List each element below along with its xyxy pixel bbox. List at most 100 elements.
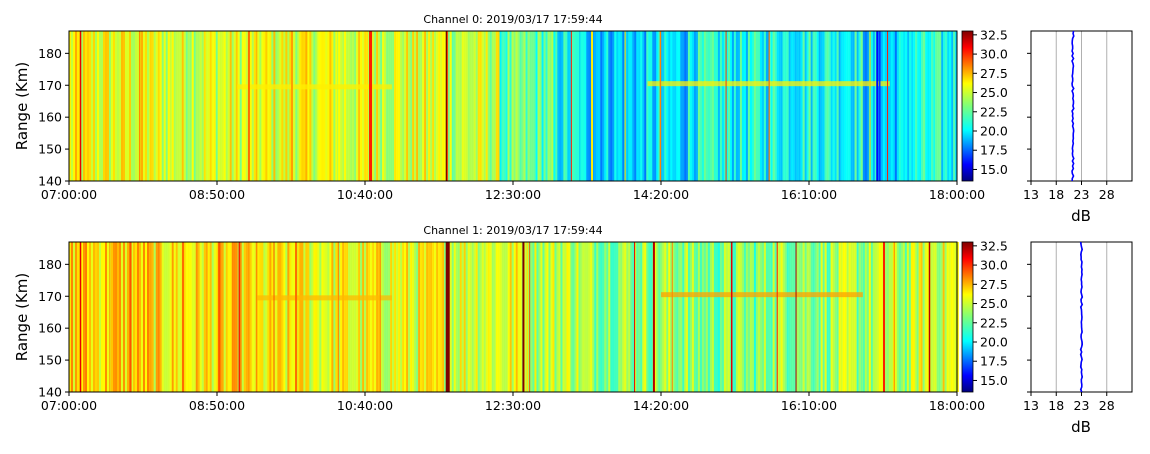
heatmap-segment [768,242,865,392]
interference-stripe [109,242,111,392]
colorbar-tick: 27.5 [973,277,1008,292]
svg-text:27.5: 27.5 [980,66,1008,81]
svg-text:15.0: 15.0 [980,373,1008,388]
heatmap-segment [862,242,918,392]
heatmap-segment [526,242,581,392]
channel-1-title: Channel 1: 2019/03/17 17:59:44 [423,224,602,237]
interference-stripe [887,31,889,181]
svg-text:28: 28 [1099,398,1115,413]
heatmap-segment [257,31,340,181]
x-tick: 14:20:00 [633,181,689,202]
svg-text:18: 18 [1048,187,1064,202]
interference-stripe [671,242,673,392]
interference-stripe [776,242,778,392]
svg-text:160: 160 [38,321,62,336]
channel-0-y-axis: 140 150 160 170 180 [38,46,69,189]
svg-text:07:00:00: 07:00:00 [41,398,97,413]
svg-text:32.5: 32.5 [980,238,1008,253]
colorbar-tick: 20.0 [973,335,1008,350]
y-tick: 160 [38,321,69,336]
profile-line [1079,241,1084,393]
interference-stripe [295,242,298,392]
echo-band [237,84,392,90]
heatmap-segment [553,31,582,181]
channel-1-ylabel: Range (Km) [13,273,31,361]
colorbar-tick: 30.0 [973,47,1008,62]
channel-0-profile-xlabel: dB [1071,207,1091,225]
y-tick: 140 [38,385,69,400]
interference-stripe [768,31,770,181]
svg-text:22.5: 22.5 [980,104,1008,119]
svg-text:15.0: 15.0 [980,162,1008,177]
svg-text:23: 23 [1074,187,1090,202]
heatmap-segment [69,31,152,181]
interference-stripe [883,242,885,392]
interference-stripe [795,242,797,392]
svg-text:27.5: 27.5 [980,277,1008,292]
interference-stripe [447,31,449,181]
heatmap-segment [687,31,771,181]
heatmap-segment [338,242,447,392]
colorbar-tick: 22.5 [973,104,1008,119]
svg-text:25.0: 25.0 [980,296,1008,311]
interference-stripe [247,31,250,181]
profile-x-tick: 13 [1023,181,1039,202]
channel-0-ylabel: Range (Km) [13,62,31,150]
x-tick: 18:00:00 [929,181,985,202]
channel-1-panel: Channel 1: 2019/03/17 17:59:44 Range (Km… [13,224,1133,436]
profile-x-tick: 18 [1048,392,1064,413]
colorbar-tick: 17.5 [973,354,1008,369]
interference-stripe [659,31,662,181]
svg-text:08:50:00: 08:50:00 [189,187,245,202]
svg-text:16:10:00: 16:10:00 [781,398,837,413]
heatmap-segment [338,31,447,181]
interference-stripe [652,242,655,392]
interference-stripe [730,242,733,392]
x-tick: 16:10:00 [781,392,837,413]
colorbar-tick: 27.5 [973,66,1008,81]
svg-text:180: 180 [38,46,62,61]
heatmap-segment [499,31,554,181]
colorbar-tick: 17.5 [973,143,1008,158]
svg-text:08:50:00: 08:50:00 [189,398,245,413]
svg-text:140: 140 [38,174,62,189]
colorbar-tick: 30.0 [973,258,1008,273]
echo-band [661,292,863,298]
colorbar-tick: 32.5 [973,238,1008,253]
profile-line [1071,30,1075,182]
profile-x-tick: 23 [1074,392,1090,413]
svg-text:160: 160 [38,110,62,125]
y-tick: 180 [38,257,69,272]
interference-stripe [369,31,373,181]
x-tick: 07:00:00 [41,392,97,413]
channel-0-panel: Channel 0: 2019/03/17 17:59:44 Range (Km… [13,13,1133,225]
interference-stripe [291,31,293,181]
heatmap-segment [916,242,959,392]
interference-stripe [218,242,221,392]
y-tick: 150 [38,142,69,157]
svg-text:10:40:00: 10:40:00 [337,398,393,413]
svg-text:16:10:00: 16:10:00 [781,187,837,202]
heatmap-segment [580,31,689,181]
interference-stripe [138,31,141,181]
svg-text:180: 180 [38,257,62,272]
channel-0-profile-panel: 13 18 23 28 dB [1023,30,1133,225]
heatmap-segment [768,31,865,181]
profile-x-tick: 23 [1074,181,1090,202]
interference-stripe [876,31,879,181]
y-tick: 170 [38,78,69,93]
svg-text:18:00:00: 18:00:00 [929,187,985,202]
x-tick: 07:00:00 [41,181,97,202]
svg-text:23: 23 [1074,398,1090,413]
channel-0-title: Channel 0: 2019/03/17 17:59:44 [423,13,602,26]
channel-1-x-axis: 07:00:00 08:50:00 10:40:00 12:30:00 14:20:00… [41,392,985,413]
colorbar-tick: 20.0 [973,124,1008,139]
echo-band [257,295,392,301]
interference-stripe [273,242,275,392]
svg-text:13: 13 [1023,187,1039,202]
svg-text:18: 18 [1048,398,1064,413]
interference-stripe [129,242,132,392]
svg-text:170: 170 [38,78,62,93]
